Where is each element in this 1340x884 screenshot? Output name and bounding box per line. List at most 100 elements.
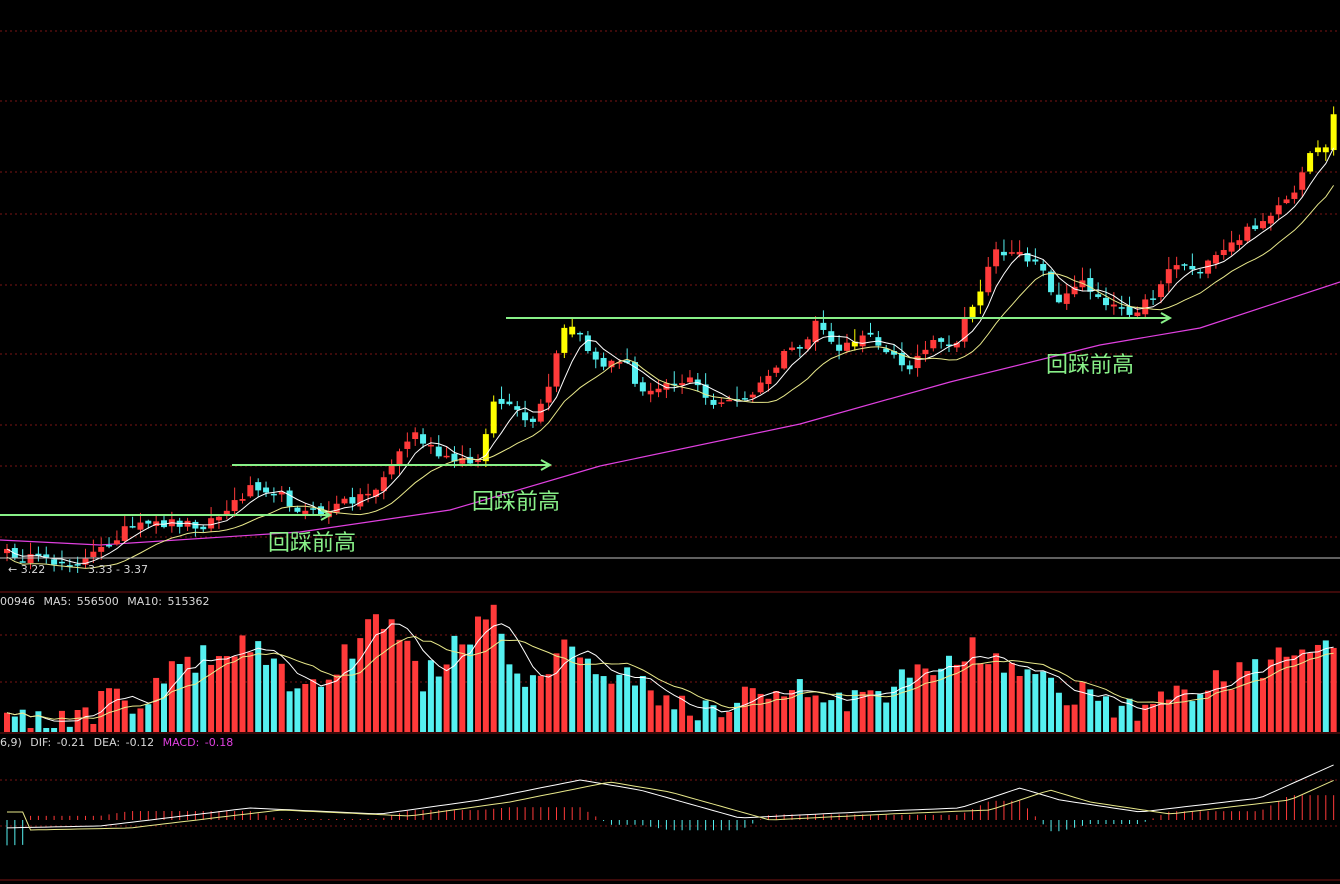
volume-bar-161 — [1267, 659, 1274, 732]
volume-bar-43 — [341, 644, 348, 732]
candle-body-135 — [1063, 293, 1070, 304]
candle-body-112 — [883, 348, 890, 353]
candle-body-99 — [781, 351, 788, 369]
candle-body-38 — [302, 510, 309, 514]
candle-body-6 — [51, 559, 58, 565]
candle-body-16 — [129, 526, 136, 528]
candle-body-11 — [90, 551, 97, 558]
candle-body-67 — [529, 418, 536, 422]
volume-bar-83 — [655, 705, 662, 732]
candle-body-97 — [765, 375, 772, 385]
candle-body-158 — [1244, 226, 1251, 241]
candle-body-139 — [1095, 294, 1102, 297]
candle-body-138 — [1087, 278, 1094, 292]
volume-bar-102 — [804, 697, 811, 732]
candle-body-12 — [98, 546, 105, 552]
volume-bar-25 — [200, 645, 207, 732]
volume-bar-165 — [1299, 649, 1306, 732]
candle-body-37 — [294, 507, 301, 512]
candle-body-27 — [215, 516, 222, 521]
volume-bar-105 — [828, 700, 835, 732]
macd-header: 6,9) DIF: -0.21 DEA: -0.12 MACD: -0.18 — [0, 736, 233, 749]
volume-bars — [4, 604, 1337, 732]
candle-body-3 — [27, 554, 34, 564]
candle-body-81 — [639, 382, 646, 392]
volume-bar-77 — [608, 683, 615, 732]
candle-body-15 — [121, 526, 128, 541]
candle-body-60 — [475, 460, 481, 462]
candle-body-165 — [1299, 172, 1306, 190]
candle-body-133 — [1048, 271, 1055, 293]
volume-bar-90 — [710, 705, 717, 732]
macd-lines — [6, 764, 1334, 831]
volume-bar-104 — [820, 702, 827, 732]
volume-bar-59 — [467, 644, 474, 732]
volume-bar-40 — [318, 686, 324, 732]
volume-ma5-value: 556500 — [77, 595, 119, 608]
volume-bar-100 — [789, 690, 795, 732]
volume-bar-153 — [1205, 690, 1212, 732]
candle-body-95 — [749, 394, 756, 398]
volume-bar-122 — [961, 661, 968, 732]
candle-body-92 — [726, 399, 733, 402]
ma5-line — [6, 147, 1335, 564]
volume-bar-138 — [1087, 689, 1094, 732]
volume-bar-129 — [1016, 676, 1023, 732]
candle-body-69 — [545, 386, 552, 403]
candle-body-55 — [435, 446, 442, 457]
candle-body-164 — [1291, 192, 1298, 199]
volume-bar-74 — [584, 658, 591, 732]
volume-bar-18 — [145, 704, 152, 732]
candle-body-154 — [1212, 255, 1219, 264]
volume-bar-26 — [208, 664, 215, 732]
volume-bar-42 — [333, 674, 340, 732]
volume-header: 00946 MA5: 556500 MA10: 515362 — [0, 595, 209, 608]
volume-bar-150 — [1181, 689, 1188, 732]
candle-body-7 — [58, 561, 65, 564]
candle-body-128 — [1008, 252, 1015, 254]
candle-body-65 — [514, 406, 521, 410]
macd-dif-line — [6, 764, 1334, 829]
volume-bar-124 — [977, 663, 984, 732]
annotation-3: 回踩前高 — [1046, 353, 1134, 378]
volume-bar-159 — [1252, 659, 1259, 732]
volume-bar-62 — [490, 604, 497, 732]
volume-bar-140 — [1103, 696, 1109, 732]
candle-body-74 — [584, 335, 591, 351]
macd-header-prefix: 6,9) — [0, 736, 22, 749]
volume-bar-111 — [875, 691, 882, 732]
volume-bar-84 — [663, 695, 670, 732]
volume-bar-21 — [168, 661, 175, 732]
price-low-marker: ← 3.22 — [8, 563, 45, 576]
grid-lines — [0, 30, 1340, 827]
volume-bar-95 — [749, 688, 756, 732]
volume-bar-94 — [741, 686, 748, 732]
candle-body-96 — [757, 382, 764, 393]
candle-body-153 — [1205, 260, 1212, 274]
candle-body-44 — [349, 497, 356, 504]
candle-body-9 — [74, 564, 81, 566]
volume-bar-76 — [600, 676, 607, 732]
candle-body-64 — [506, 401, 513, 405]
candle-body-146 — [1150, 298, 1157, 300]
volume-ma10-label: MA10: — [127, 595, 162, 608]
candle-body-142 — [1118, 307, 1125, 309]
price-range-text: 3.33 - 3.37 — [88, 563, 148, 576]
candle-body-163 — [1283, 199, 1290, 204]
volume-bar-98 — [773, 691, 780, 732]
macd-dea-value: -0.12 — [126, 736, 154, 749]
volume-bar-123 — [969, 637, 976, 732]
volume-bar-144 — [1134, 720, 1141, 732]
volume-bar-3 — [27, 728, 34, 732]
volume-bar-68 — [537, 675, 544, 732]
volume-bar-168 — [1322, 640, 1329, 732]
volume-bar-97 — [765, 698, 772, 732]
candle-body-72 — [569, 326, 576, 335]
volume-bar-24 — [192, 672, 199, 732]
volume-bar-143 — [1126, 698, 1133, 732]
candle-body-157 — [1236, 240, 1243, 245]
volume-bar-118 — [930, 675, 937, 732]
candle-body-25 — [200, 526, 207, 530]
candle-body-103 — [812, 320, 819, 343]
